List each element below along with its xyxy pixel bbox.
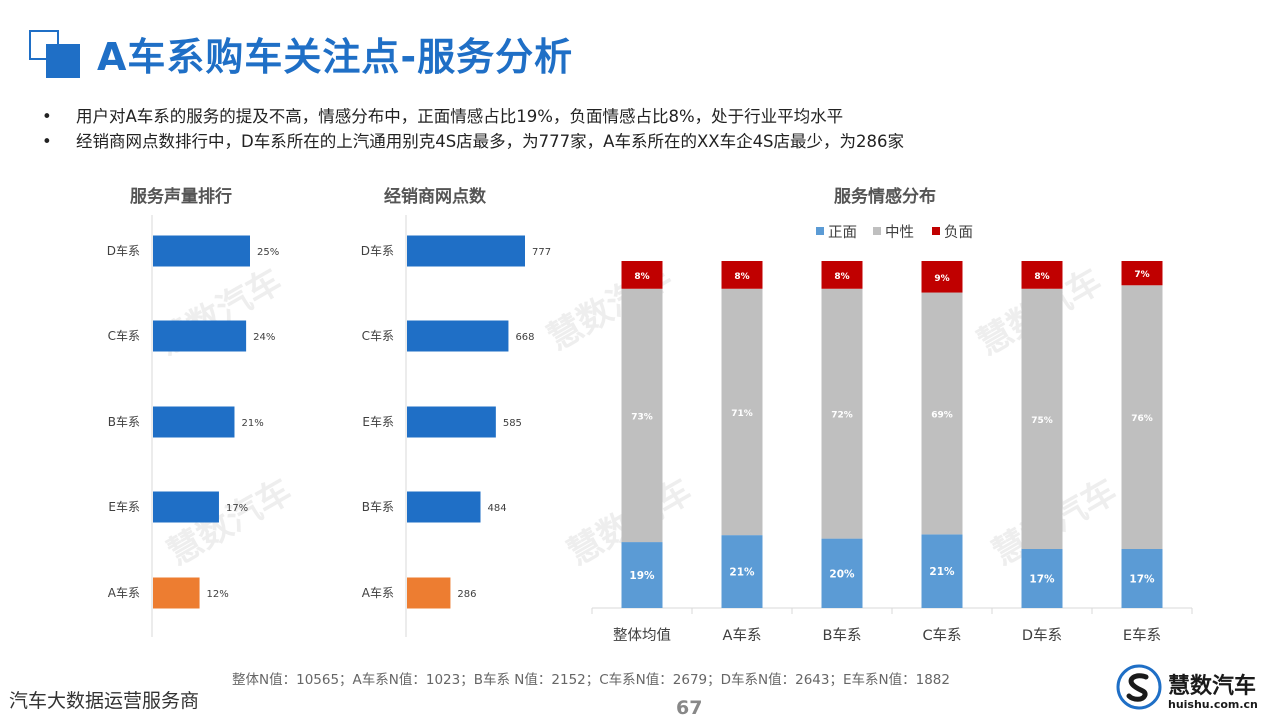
- sentiment-data-label: 8%: [734, 272, 749, 282]
- sentiment-data-label: 17%: [1129, 574, 1155, 586]
- legend-swatch-正面: [816, 227, 824, 235]
- voice-bar: [153, 235, 250, 267]
- sentiment-segment-正面: [1121, 549, 1163, 608]
- brand-logo-icon: [1116, 664, 1162, 710]
- sentiment-data-label: 20%: [829, 568, 855, 580]
- dealers-value-label: 585: [503, 418, 522, 429]
- bullet-item: • 经销商网点数排行中，D车系所在的上汽通用别克4S店最多，为777家，A车系所在…: [42, 129, 904, 154]
- voice-bar: [153, 491, 219, 523]
- sentiment-segment-中性: [1021, 288, 1063, 550]
- voice-value-label: 25%: [257, 247, 279, 258]
- sentiment-segment-正面: [821, 538, 863, 608]
- bullet-item: • 用户对A车系的服务的提及不高，情感分布中，正面情感占比19%，负面情感占比8%…: [42, 104, 904, 129]
- sentiment-segment-正面: [1021, 549, 1063, 608]
- sentiment-segment-负面: [1021, 261, 1063, 289]
- voice-value-label: 17%: [226, 503, 248, 514]
- sentiment-category-label: E车系: [1123, 627, 1161, 644]
- sentiment-segment-负面: [621, 261, 663, 289]
- voice-bar: [153, 320, 247, 352]
- voice-category-label: A车系: [108, 585, 140, 600]
- sentiment-data-label: 72%: [831, 411, 853, 421]
- sentiment-data-label: 8%: [834, 272, 849, 282]
- sample-size-note: 整体N值：10565；A车系N值：1023；B车系 N值：2152；C车系N值：…: [232, 672, 950, 688]
- sentiment-category-label: B车系: [823, 627, 862, 644]
- dealers-bar: [407, 320, 509, 352]
- bullet-text: 经销商网点数排行中，D车系所在的上汽通用别克4S店最多，为777家，A车系所在的…: [76, 132, 905, 151]
- voice-bar: [153, 577, 200, 609]
- chart-title-dealers: 经销商网点数: [384, 187, 486, 207]
- dealers-category-label: A车系: [362, 585, 394, 600]
- sentiment-data-label: 21%: [729, 567, 755, 579]
- voice-value-label: 21%: [241, 418, 263, 429]
- dealers-bar: [407, 491, 481, 523]
- brand-name: 慧数汽车: [1168, 674, 1257, 699]
- sentiment-category-label: C车系: [922, 627, 961, 644]
- sentiment-data-label: 69%: [931, 410, 953, 420]
- dealers-category-label: D车系: [361, 243, 394, 258]
- sentiment-segment-负面: [821, 261, 863, 289]
- voice-category-label: B车系: [108, 414, 140, 429]
- sentiment-data-label: 76%: [1131, 414, 1153, 424]
- dealers-category-label: E车系: [362, 414, 394, 429]
- legend-label: 正面: [828, 225, 857, 241]
- sentiment-category-label: D车系: [1022, 627, 1062, 644]
- legend-swatch-负面: [932, 227, 940, 235]
- sentiment-data-label: 21%: [929, 566, 955, 578]
- voice-category-label: D车系: [107, 243, 140, 258]
- sentiment-segment-中性: [921, 292, 963, 535]
- sentiment-data-label: 71%: [731, 409, 753, 419]
- dealers-value-label: 286: [457, 589, 476, 600]
- sentiment-segment-正面: [621, 542, 663, 608]
- sentiment-segment-负面: [721, 261, 763, 289]
- legend-label: 负面: [944, 224, 973, 241]
- bullet-mark: •: [42, 107, 52, 126]
- bullet-list: • 用户对A车系的服务的提及不高，情感分布中，正面情感占比19%，负面情感占比8%…: [42, 104, 904, 154]
- legend-label: 中性: [885, 224, 914, 241]
- brand-url: huishu.com.cn: [1168, 698, 1258, 711]
- sentiment-segment-中性: [621, 288, 663, 543]
- sentiment-segment-正面: [721, 535, 763, 608]
- sentiment-category-label: 整体均值: [613, 627, 671, 644]
- sentiment-data-label: 9%: [934, 274, 949, 284]
- bullet-mark: •: [42, 132, 52, 151]
- dealers-category-label: C车系: [362, 328, 394, 343]
- dealers-bar: [407, 235, 525, 267]
- sentiment-segment-负面: [1121, 261, 1163, 286]
- sentiment-segment-中性: [821, 288, 863, 539]
- footer-tagline: 汽车大数据运营服务商: [9, 690, 200, 712]
- sentiment-data-label: 7%: [1134, 270, 1149, 280]
- bullet-text: 用户对A车系的服务的提及不高，情感分布中，正面情感占比19%，负面情感占比8%，…: [76, 107, 844, 126]
- sentiment-segment-负面: [921, 261, 963, 293]
- dealers-bar: [407, 406, 496, 438]
- voice-category-label: C车系: [108, 328, 140, 343]
- sentiment-category-label: A车系: [723, 627, 762, 644]
- sentiment-data-label: 73%: [631, 412, 653, 422]
- page-number: 67: [676, 697, 703, 719]
- chart-title-voice: 服务声量排行: [130, 187, 232, 207]
- sentiment-segment-正面: [921, 534, 963, 608]
- sentiment-data-label: 19%: [629, 570, 655, 582]
- sentiment-data-label: 17%: [1029, 574, 1055, 586]
- dealers-category-label: B车系: [362, 499, 394, 514]
- voice-value-label: 12%: [207, 589, 229, 600]
- voice-category-label: E车系: [108, 499, 140, 514]
- voice-value-label: 24%: [253, 332, 275, 343]
- dealers-value-label: 484: [488, 503, 507, 514]
- dealers-value-label: 777: [532, 247, 551, 258]
- voice-bar: [153, 406, 235, 438]
- chart-title-sentiment: 服务情感分布: [834, 187, 936, 207]
- dealers-value-label: 668: [515, 332, 534, 343]
- sentiment-data-label: 75%: [1031, 416, 1053, 426]
- title-deco-filled: [46, 44, 80, 78]
- dealers-bar: [407, 577, 451, 609]
- sentiment-data-label: 8%: [1034, 272, 1049, 282]
- sentiment-segment-中性: [721, 288, 763, 536]
- page-title: A车系购车关注点-服务分析: [97, 35, 574, 79]
- sentiment-data-label: 8%: [634, 272, 649, 282]
- legend-swatch-中性: [873, 227, 881, 235]
- sentiment-segment-中性: [1121, 285, 1163, 550]
